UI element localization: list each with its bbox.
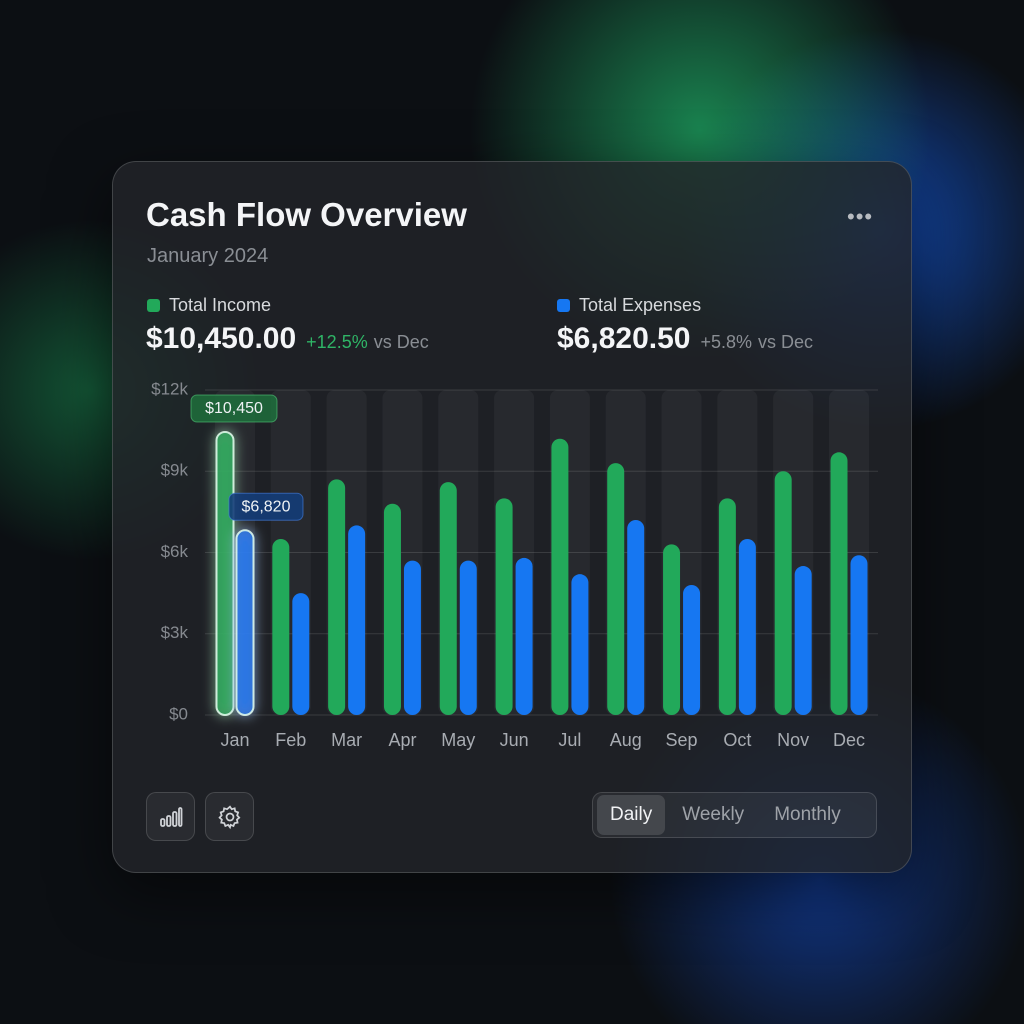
x-tick-label: Apr	[388, 730, 416, 750]
x-tick-label: Aug	[610, 730, 642, 750]
x-tick-label: Jun	[500, 730, 529, 750]
y-tick-label: $3k	[161, 623, 189, 642]
bar	[830, 452, 848, 715]
bar	[348, 525, 366, 715]
change: +5.8%	[700, 332, 753, 352]
y-tick-label: $9k	[161, 461, 189, 480]
comparison: vs Dec	[373, 332, 429, 352]
tab[interactable]: Daily	[597, 795, 666, 835]
bar	[607, 463, 625, 715]
amount: $10,450.00	[146, 322, 297, 355]
bar	[794, 566, 812, 715]
y-tick-label: $6k	[161, 542, 189, 561]
subtitle: January 2024	[147, 245, 269, 267]
bar	[328, 479, 346, 715]
bar	[235, 529, 255, 717]
legend-item: Total Expenses	[557, 295, 701, 316]
bar	[272, 538, 290, 715]
bar	[663, 544, 681, 715]
bar	[551, 438, 569, 715]
settings-button[interactable]	[205, 792, 254, 841]
bar	[850, 555, 868, 715]
value-label: $10,450	[205, 400, 263, 417]
income-summary: $10,450.00 +12.5% vs Dec	[146, 322, 429, 356]
amount: $6,820.50	[557, 322, 691, 355]
gear-icon	[217, 804, 240, 829]
x-tick-label: Sep	[666, 730, 698, 750]
change: +12.5%	[306, 332, 368, 352]
y-tick-label: $0	[169, 704, 188, 723]
chart-button[interactable]	[146, 792, 195, 841]
x-tick-label: Oct	[723, 730, 751, 750]
value-label-box	[228, 492, 304, 521]
more-button[interactable]: •••	[847, 204, 874, 229]
legend-swatch	[557, 299, 570, 312]
bar	[738, 538, 756, 715]
x-tick-label: Jan	[220, 730, 249, 750]
tab[interactable]: Weekly	[682, 804, 745, 825]
x-tick-label: May	[441, 730, 475, 750]
legend-label: Total Income	[169, 295, 272, 315]
bar	[774, 471, 792, 715]
legend-item: Total Income	[147, 295, 271, 316]
tab[interactable]: Monthly	[774, 804, 841, 825]
y-tick-label: $12k	[151, 379, 188, 398]
x-tick-label: Feb	[275, 730, 306, 750]
x-tick-label: Mar	[331, 730, 362, 750]
chart-icon	[159, 806, 182, 827]
bar	[718, 498, 736, 715]
bar	[215, 430, 235, 716]
x-tick-label: Nov	[777, 730, 809, 750]
bar	[439, 482, 457, 715]
x-tick-label: Dec	[833, 730, 865, 750]
bar	[683, 585, 701, 715]
bar	[383, 503, 401, 715]
x-tick-label: Jul	[558, 730, 581, 750]
expense-summary: $6,820.50 +5.8% vs Dec	[557, 322, 813, 356]
bar	[292, 593, 310, 715]
range-tabs: Daily Weekly Monthly	[592, 792, 877, 838]
bar	[515, 557, 533, 715]
bar	[403, 560, 421, 715]
bar	[459, 560, 477, 715]
bar	[627, 520, 645, 715]
bar	[571, 574, 589, 715]
value-label-box	[190, 394, 278, 423]
title: Cash Flow Overview	[146, 196, 467, 233]
bar	[495, 498, 513, 715]
legend-swatch	[147, 299, 160, 312]
value-label: $6,820	[242, 499, 291, 516]
legend-label: Total Expenses	[579, 295, 702, 315]
comparison: vs Dec	[758, 332, 814, 352]
